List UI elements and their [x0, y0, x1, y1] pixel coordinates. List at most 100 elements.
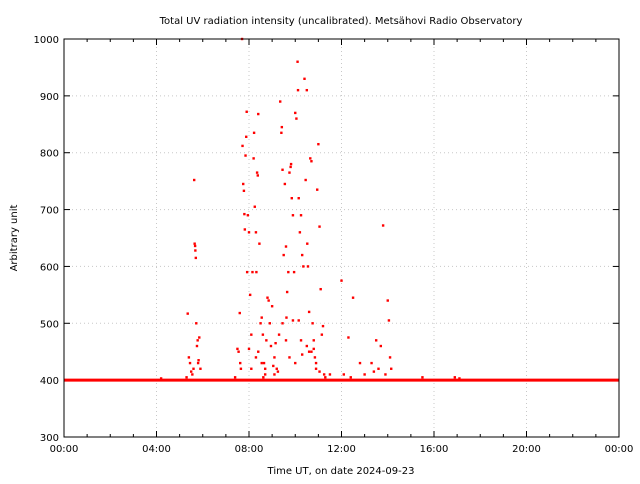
- data-point: [305, 344, 309, 348]
- data-point: [159, 377, 163, 380]
- data-point: [277, 333, 281, 336]
- data-point: [296, 88, 300, 92]
- data-point: [239, 367, 243, 370]
- data-point: [289, 165, 292, 169]
- data-point: [306, 265, 310, 268]
- data-point: [309, 157, 312, 160]
- data-point: [258, 242, 261, 245]
- data-point: [312, 339, 315, 342]
- data-point: [351, 296, 355, 299]
- x-tick-label: 00:00: [605, 444, 634, 455]
- data-point: [273, 356, 276, 359]
- data-point: [248, 293, 252, 297]
- data-point: [372, 370, 376, 373]
- x-tick-label: 16:00: [420, 444, 449, 455]
- data-point: [261, 333, 265, 336]
- data-point: [252, 131, 256, 135]
- data-point: [300, 253, 304, 257]
- data-point: [300, 353, 304, 356]
- data-point: [340, 279, 343, 282]
- data-point: [239, 361, 242, 365]
- data-points: [64, 37, 619, 382]
- data-point: [297, 319, 300, 322]
- data-point: [274, 341, 277, 345]
- data-point: [324, 376, 327, 379]
- data-point: [291, 319, 295, 322]
- data-point: [421, 376, 424, 379]
- data-point: [252, 157, 255, 160]
- data-point: [195, 344, 199, 348]
- data-point: [453, 376, 457, 379]
- x-axis-label: Time UT, on date 2024-09-23: [267, 466, 415, 477]
- y-axis-label: Arbitrary unit: [9, 205, 20, 272]
- data-point: [250, 333, 253, 336]
- data-point: [193, 242, 196, 245]
- data-point: [281, 322, 284, 325]
- data-point: [241, 144, 244, 148]
- data-point: [294, 361, 297, 365]
- data-point: [281, 168, 284, 171]
- data-point: [253, 205, 256, 208]
- data-point: [319, 287, 322, 291]
- data-point: [242, 189, 246, 193]
- data-point: [310, 350, 313, 353]
- data-point: [284, 339, 288, 342]
- data-point: [342, 373, 346, 376]
- data-point: [295, 117, 298, 120]
- axis-ticks: 300 400 500 600 700 800 900 1000 00:00 04:00 08:00…: [34, 35, 634, 455]
- data-point: [299, 214, 303, 217]
- data-point: [282, 253, 285, 257]
- data-point: [185, 376, 188, 379]
- data-point: [188, 361, 192, 365]
- data-point: [287, 270, 290, 274]
- data-point: [254, 356, 258, 359]
- data-point: [266, 296, 269, 299]
- data-point: [267, 299, 270, 302]
- data-point: [236, 347, 239, 351]
- data-point: [245, 110, 248, 113]
- data-point: [377, 367, 380, 370]
- data-point: [196, 361, 200, 365]
- data-point: [285, 316, 288, 319]
- data-point: [233, 376, 237, 379]
- data-point: [270, 305, 274, 308]
- data-point: [311, 322, 314, 325]
- data-point: [276, 370, 280, 373]
- data-point: [260, 361, 263, 365]
- data-point: [256, 174, 259, 177]
- chart-title: Total UV radiation intensity (uncalibrat…: [159, 16, 523, 27]
- x-tick-label: 20:00: [512, 444, 541, 455]
- data-point: [318, 225, 321, 228]
- data-point: [314, 367, 318, 370]
- data-point: [255, 171, 259, 174]
- data-point: [199, 367, 202, 370]
- data-point: [254, 231, 258, 234]
- data-point: [198, 336, 201, 339]
- data-point: [307, 310, 311, 314]
- data-point: [263, 367, 267, 370]
- data-point: [246, 214, 250, 217]
- x-tick-label: 12:00: [327, 444, 356, 455]
- y-tick-label: 1000: [34, 35, 59, 46]
- data-point: [196, 339, 199, 342]
- data-point: [297, 197, 300, 200]
- data-point: [299, 339, 303, 342]
- data-point: [318, 370, 321, 373]
- data-point: [347, 336, 350, 339]
- data-point: [298, 231, 302, 234]
- y-tick-label: 400: [40, 376, 59, 387]
- plot-frame: [63, 38, 620, 438]
- data-point: [283, 182, 287, 186]
- data-point: [193, 244, 197, 248]
- data-point: [245, 270, 249, 274]
- grid: [64, 39, 619, 437]
- data-point: [288, 171, 291, 174]
- data-point: [374, 339, 378, 342]
- data-point: [458, 377, 461, 380]
- data-point: [237, 350, 240, 353]
- data-point: [313, 356, 317, 359]
- data-point: [280, 125, 284, 129]
- data-point: [288, 356, 291, 359]
- data-point: [284, 245, 288, 248]
- data-point: [363, 373, 366, 376]
